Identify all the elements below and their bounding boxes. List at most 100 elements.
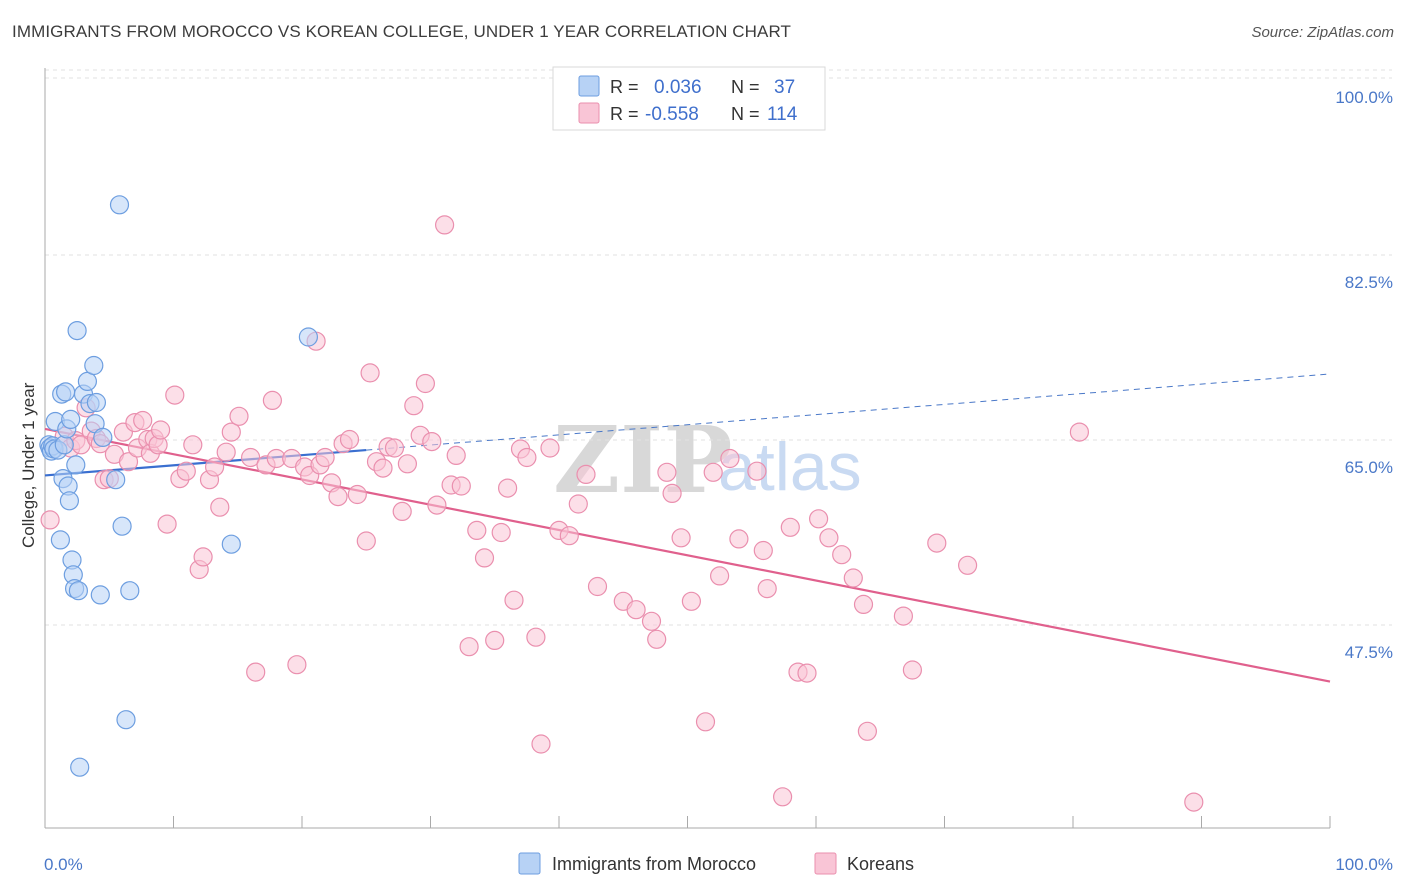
chart-source: Source: ZipAtlas.com bbox=[1251, 24, 1394, 41]
point-morocco bbox=[61, 409, 81, 429]
legend-r-label-morocco: R = bbox=[610, 77, 639, 97]
point-koreans bbox=[902, 660, 923, 680]
point-koreans bbox=[459, 637, 479, 657]
point-koreans bbox=[927, 533, 947, 553]
point-morocco bbox=[54, 435, 74, 455]
point-morocco bbox=[112, 516, 132, 536]
point-koreans bbox=[467, 520, 487, 541]
point-koreans bbox=[485, 630, 505, 651]
point-koreans bbox=[210, 497, 230, 517]
point-morocco bbox=[116, 710, 136, 730]
point-koreans bbox=[241, 447, 261, 468]
point-koreans bbox=[339, 429, 360, 450]
legend-bottom: Immigrants from Morocco Koreans bbox=[518, 852, 914, 875]
point-morocco bbox=[93, 427, 113, 447]
point-koreans bbox=[819, 528, 839, 548]
point-koreans bbox=[641, 611, 662, 631]
point-koreans bbox=[193, 547, 213, 567]
point-morocco bbox=[66, 455, 86, 475]
point-morocco bbox=[86, 392, 107, 413]
point-koreans bbox=[422, 432, 442, 452]
point-koreans bbox=[384, 438, 405, 458]
x-tick-label: 100.0% bbox=[1335, 855, 1393, 874]
point-koreans bbox=[853, 594, 874, 615]
point-koreans bbox=[404, 396, 424, 416]
x-tick-labels: 0.0% 100.0% bbox=[44, 855, 1393, 874]
point-koreans bbox=[657, 462, 677, 482]
point-koreans bbox=[427, 495, 447, 515]
point-koreans bbox=[671, 528, 691, 548]
y-axis-title: College, Under 1 year bbox=[19, 382, 38, 548]
y-tick-label: 47.5% bbox=[1345, 643, 1393, 662]
y-tick-label: 100.0% bbox=[1335, 88, 1393, 107]
point-koreans bbox=[328, 487, 348, 507]
point-koreans bbox=[662, 483, 682, 503]
point-koreans bbox=[893, 606, 914, 626]
point-koreans bbox=[446, 445, 466, 465]
y-tick-label: 82.5% bbox=[1345, 273, 1393, 292]
point-koreans bbox=[747, 461, 767, 481]
point-koreans bbox=[315, 447, 335, 468]
y-tick-labels: 47.5% 65.0% 82.5% 100.0% bbox=[1335, 88, 1393, 662]
legend-swatch-morocco bbox=[578, 75, 600, 97]
legend-r-value-morocco: 0.036 bbox=[654, 77, 702, 98]
point-koreans bbox=[415, 373, 435, 394]
legend-n-value-morocco: 37 bbox=[774, 77, 795, 98]
point-koreans bbox=[435, 215, 455, 235]
legend-r-value-koreans: -0.558 bbox=[645, 104, 699, 125]
trend-line-extension-morocco bbox=[366, 373, 1331, 451]
point-koreans bbox=[397, 454, 417, 474]
trend-line-morocco bbox=[44, 448, 367, 477]
point-koreans bbox=[703, 462, 723, 482]
legend-n-label-morocco: N = bbox=[731, 77, 760, 97]
y-tick-label: 65.0% bbox=[1345, 458, 1393, 477]
point-koreans bbox=[729, 529, 749, 549]
point-koreans bbox=[360, 363, 380, 383]
point-koreans bbox=[205, 457, 225, 477]
point-morocco bbox=[77, 371, 98, 391]
x-tick-label: 0.0% bbox=[44, 855, 83, 874]
point-koreans bbox=[526, 627, 546, 647]
legend-bottom-swatch-morocco bbox=[518, 852, 541, 875]
point-koreans bbox=[183, 435, 203, 455]
point-morocco bbox=[68, 581, 89, 601]
legend-r-label-koreans: R = bbox=[610, 104, 639, 124]
point-koreans bbox=[356, 531, 376, 551]
legend-n-value-koreans: 114 bbox=[767, 104, 798, 125]
legend-bottom-swatch-koreans bbox=[814, 852, 837, 875]
point-koreans bbox=[1184, 792, 1204, 812]
point-koreans bbox=[576, 464, 596, 484]
point-koreans bbox=[287, 655, 307, 675]
point-koreans bbox=[797, 663, 817, 683]
point-morocco bbox=[67, 321, 87, 341]
point-koreans bbox=[568, 494, 588, 514]
point-koreans bbox=[843, 568, 863, 588]
point-koreans bbox=[246, 662, 266, 682]
legend-swatch-koreans bbox=[578, 102, 600, 124]
point-morocco bbox=[109, 195, 130, 215]
point-morocco bbox=[84, 355, 104, 376]
point-koreans bbox=[176, 461, 196, 481]
point-koreans bbox=[373, 458, 393, 478]
point-koreans bbox=[118, 452, 139, 472]
gridlines bbox=[45, 69, 1392, 626]
point-morocco bbox=[70, 757, 90, 777]
legend-n-label-koreans: N = bbox=[731, 104, 760, 124]
point-koreans bbox=[504, 590, 524, 610]
point-koreans bbox=[772, 787, 793, 807]
point-koreans bbox=[681, 591, 702, 611]
point-koreans bbox=[517, 447, 537, 468]
point-koreans bbox=[262, 390, 282, 410]
watermark: ZIP atlas bbox=[553, 406, 862, 514]
point-koreans bbox=[151, 420, 171, 440]
point-morocco bbox=[90, 585, 110, 605]
point-koreans bbox=[451, 476, 471, 496]
point-koreans bbox=[474, 548, 495, 568]
point-morocco bbox=[59, 491, 80, 511]
point-koreans bbox=[216, 442, 236, 462]
point-koreans bbox=[695, 712, 716, 732]
point-koreans bbox=[559, 526, 579, 546]
point-koreans bbox=[347, 484, 367, 505]
point-koreans bbox=[40, 510, 60, 530]
point-koreans bbox=[709, 566, 730, 586]
